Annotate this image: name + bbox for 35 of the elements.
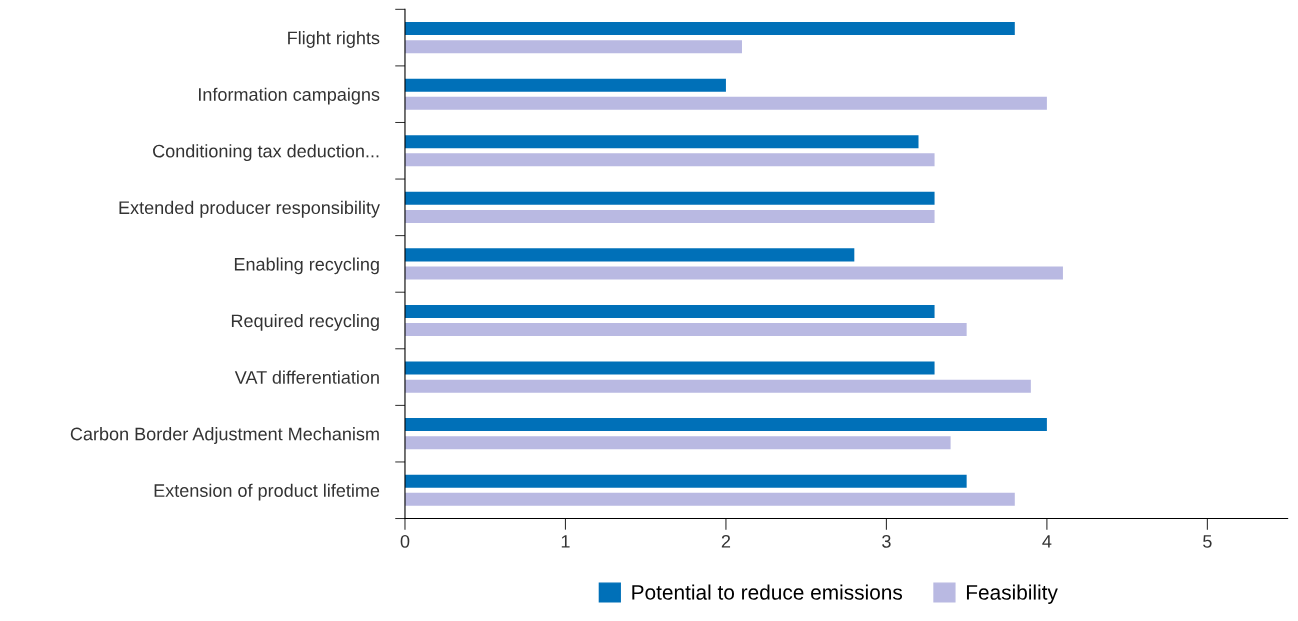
bar [404, 78, 726, 92]
bar [404, 323, 967, 337]
bar [404, 266, 1063, 280]
x-tick-label: 3 [882, 534, 891, 548]
y-tick-label: Extension of product lifetime [154, 483, 380, 501]
bar [404, 248, 855, 262]
legend-label: Feasibility [966, 584, 1058, 604]
bar [404, 361, 935, 375]
bar [404, 96, 1047, 110]
bar [404, 40, 742, 54]
y-tick-label: Flight rights [288, 31, 380, 48]
bar [404, 209, 935, 223]
y-tick-label: Conditioning tax deduction... [153, 144, 379, 162]
y-tick-label: Enabling recycling [234, 257, 379, 275]
bar [404, 492, 1015, 506]
x-tick-label: 4 [1042, 535, 1052, 548]
y-tick-label: Required recycling [231, 313, 379, 331]
legend-label: Potential to reduce emissions [632, 584, 903, 600]
x-tick-label: 5 [1203, 535, 1212, 548]
bar [404, 436, 951, 450]
y-tick-label: Information campaigns [199, 87, 380, 105]
y-tick-label: VAT differentiation [234, 370, 379, 384]
bar [404, 191, 935, 205]
bar [404, 474, 967, 488]
bar [404, 135, 919, 149]
x-tick-label: 1 [561, 535, 570, 548]
x-tick-label: 2 [721, 534, 731, 548]
bar [404, 418, 1047, 432]
x-tick-label: 0 [400, 534, 410, 548]
bar [404, 22, 1015, 36]
bar [404, 304, 935, 318]
y-tick-label: Carbon Border Adjustment Mechanism [70, 427, 379, 444]
y-tick-label: Extended producer responsibility [119, 200, 380, 218]
bar [404, 379, 1031, 393]
bar [404, 153, 935, 167]
